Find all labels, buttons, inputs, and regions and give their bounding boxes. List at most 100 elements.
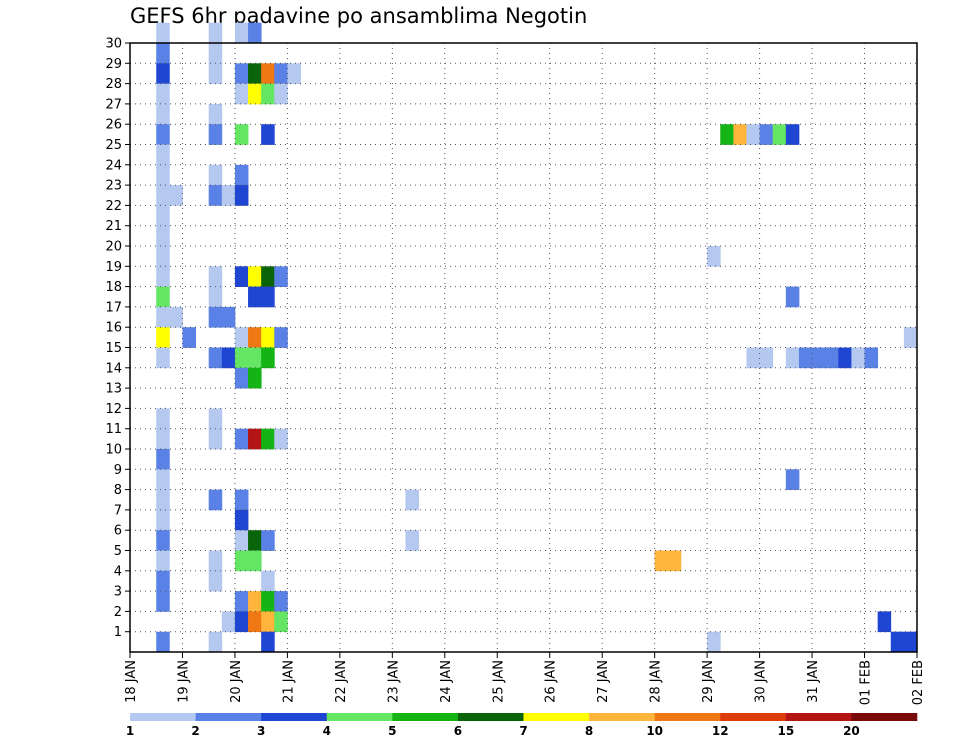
- heatmap-cell: [261, 428, 275, 450]
- y-tick-label: 30: [105, 37, 122, 52]
- heatmap-cell: [234, 367, 249, 389]
- heatmap-cell: [274, 266, 288, 287]
- y-tick-label: 19: [105, 260, 122, 275]
- axis-layer: 1234567891011121314151617181920212223242…: [105, 37, 926, 706]
- heatmap-cell: [156, 469, 170, 490]
- heatmap-cell: [287, 63, 301, 84]
- heatmap-cell: [156, 327, 170, 348]
- heatmap-cell: [274, 428, 288, 450]
- heatmap-cell: [169, 185, 183, 206]
- y-tick-label: 4: [114, 564, 122, 579]
- heatmap-cell: [261, 591, 275, 612]
- y-tick-label: 2: [114, 605, 122, 620]
- heatmap-cell: [208, 63, 223, 84]
- heatmap-cell: [221, 611, 236, 633]
- legend-swatch: [523, 713, 590, 721]
- heatmap-cell: [156, 83, 170, 105]
- heatmap-cell: [838, 347, 852, 369]
- legend-label: 6: [454, 724, 462, 738]
- heatmap-cell: [234, 63, 249, 84]
- heatmap-cell: [261, 530, 275, 551]
- heatmap-cell: [234, 591, 249, 612]
- heatmap-cell: [221, 306, 236, 328]
- heatmap-cell: [798, 347, 813, 369]
- heatmap-cell: [156, 63, 170, 84]
- y-tick-label: 6: [114, 524, 122, 539]
- heatmap-cell: [208, 408, 223, 430]
- heatmap-cell: [234, 124, 249, 145]
- legend-swatch: [720, 713, 787, 721]
- heatmap-cell: [261, 611, 275, 633]
- heatmap-cell: [707, 246, 721, 267]
- x-tick-label: 31 JAN: [806, 660, 821, 703]
- heatmap-cell: [261, 63, 275, 84]
- y-tick-label: 7: [114, 503, 122, 518]
- heatmap-cell: [234, 266, 249, 287]
- heatmap-cell: [221, 347, 236, 369]
- heatmap-cell: [746, 347, 760, 369]
- heatmap-cell: [156, 22, 170, 44]
- heatmap-cell: [248, 591, 262, 612]
- y-tick-label: 28: [105, 77, 122, 92]
- heatmap-cell: [248, 63, 262, 84]
- heatmap-cell: [785, 286, 800, 308]
- heatmap-cell: [405, 489, 419, 511]
- legend-label: 2: [191, 724, 199, 738]
- y-tick-label: 16: [105, 321, 122, 336]
- heatmap-cell: [248, 428, 262, 450]
- heatmap-cell: [248, 83, 262, 105]
- heatmap-cell: [208, 428, 223, 450]
- x-tick-label: 23 JAN: [386, 660, 401, 703]
- heatmap-cell: [667, 550, 682, 572]
- legend-label: 4: [323, 724, 331, 738]
- heatmap-cell: [156, 631, 170, 653]
- heatmap-cell: [234, 83, 249, 105]
- heatmap-cell: [208, 22, 223, 44]
- heatmap-cell: [156, 550, 170, 572]
- heatmap-cell: [208, 103, 223, 125]
- heatmap-cell: [234, 509, 249, 531]
- x-tick-label: 24 JAN: [439, 660, 454, 703]
- heatmap-cell: [234, 428, 249, 450]
- heatmap-cell: [156, 185, 170, 206]
- x-tick-label: 01 FEB: [859, 660, 874, 705]
- y-tick-label: 21: [105, 219, 122, 234]
- heatmap-cell: [156, 286, 170, 308]
- y-tick-label: 13: [105, 382, 122, 397]
- heatmap-cell: [234, 550, 249, 572]
- y-tick-label: 9: [114, 463, 122, 478]
- heatmap-cell: [156, 225, 170, 247]
- x-tick-label: 20 JAN: [229, 660, 244, 703]
- heatmap-cell: [812, 347, 826, 369]
- heatmap-cell: [156, 449, 170, 470]
- heatmap-cell: [208, 306, 223, 328]
- y-tick-label: 10: [105, 443, 122, 458]
- heatmap-cell: [261, 347, 275, 369]
- heatmap-cell: [208, 43, 223, 64]
- heatmap-cell: [772, 124, 787, 145]
- heatmap-cell: [234, 185, 249, 206]
- x-tick-label: 26 JAN: [544, 660, 559, 703]
- heatmap-cell: [733, 124, 747, 145]
- heatmap-cell: [234, 164, 249, 186]
- x-tick-label: 25 JAN: [491, 660, 506, 703]
- heatmap-cell: [274, 63, 288, 84]
- x-tick-label: 18 JAN: [124, 660, 139, 703]
- heatmap-cell: [248, 530, 262, 551]
- heatmap-cell: [720, 124, 734, 145]
- y-tick-label: 5: [114, 544, 122, 559]
- heatmap-cell: [248, 367, 262, 389]
- color-legend: 1 2 3 4 5 6 7 8 10 12 15 20: [126, 713, 918, 738]
- heatmap-cell: [261, 124, 275, 145]
- heatmap-cell: [405, 530, 419, 551]
- x-tick-label: 28 JAN: [649, 660, 664, 703]
- heatmap-cell: [248, 347, 262, 369]
- y-tick-label: 15: [105, 341, 122, 356]
- y-tick-label: 24: [105, 158, 122, 173]
- legend-label: 15: [777, 724, 794, 738]
- heatmap-cell: [234, 327, 249, 348]
- x-tick-label: 19 JAN: [176, 660, 191, 703]
- heatmap-cell: [156, 266, 170, 287]
- heatmap-cell: [248, 327, 262, 348]
